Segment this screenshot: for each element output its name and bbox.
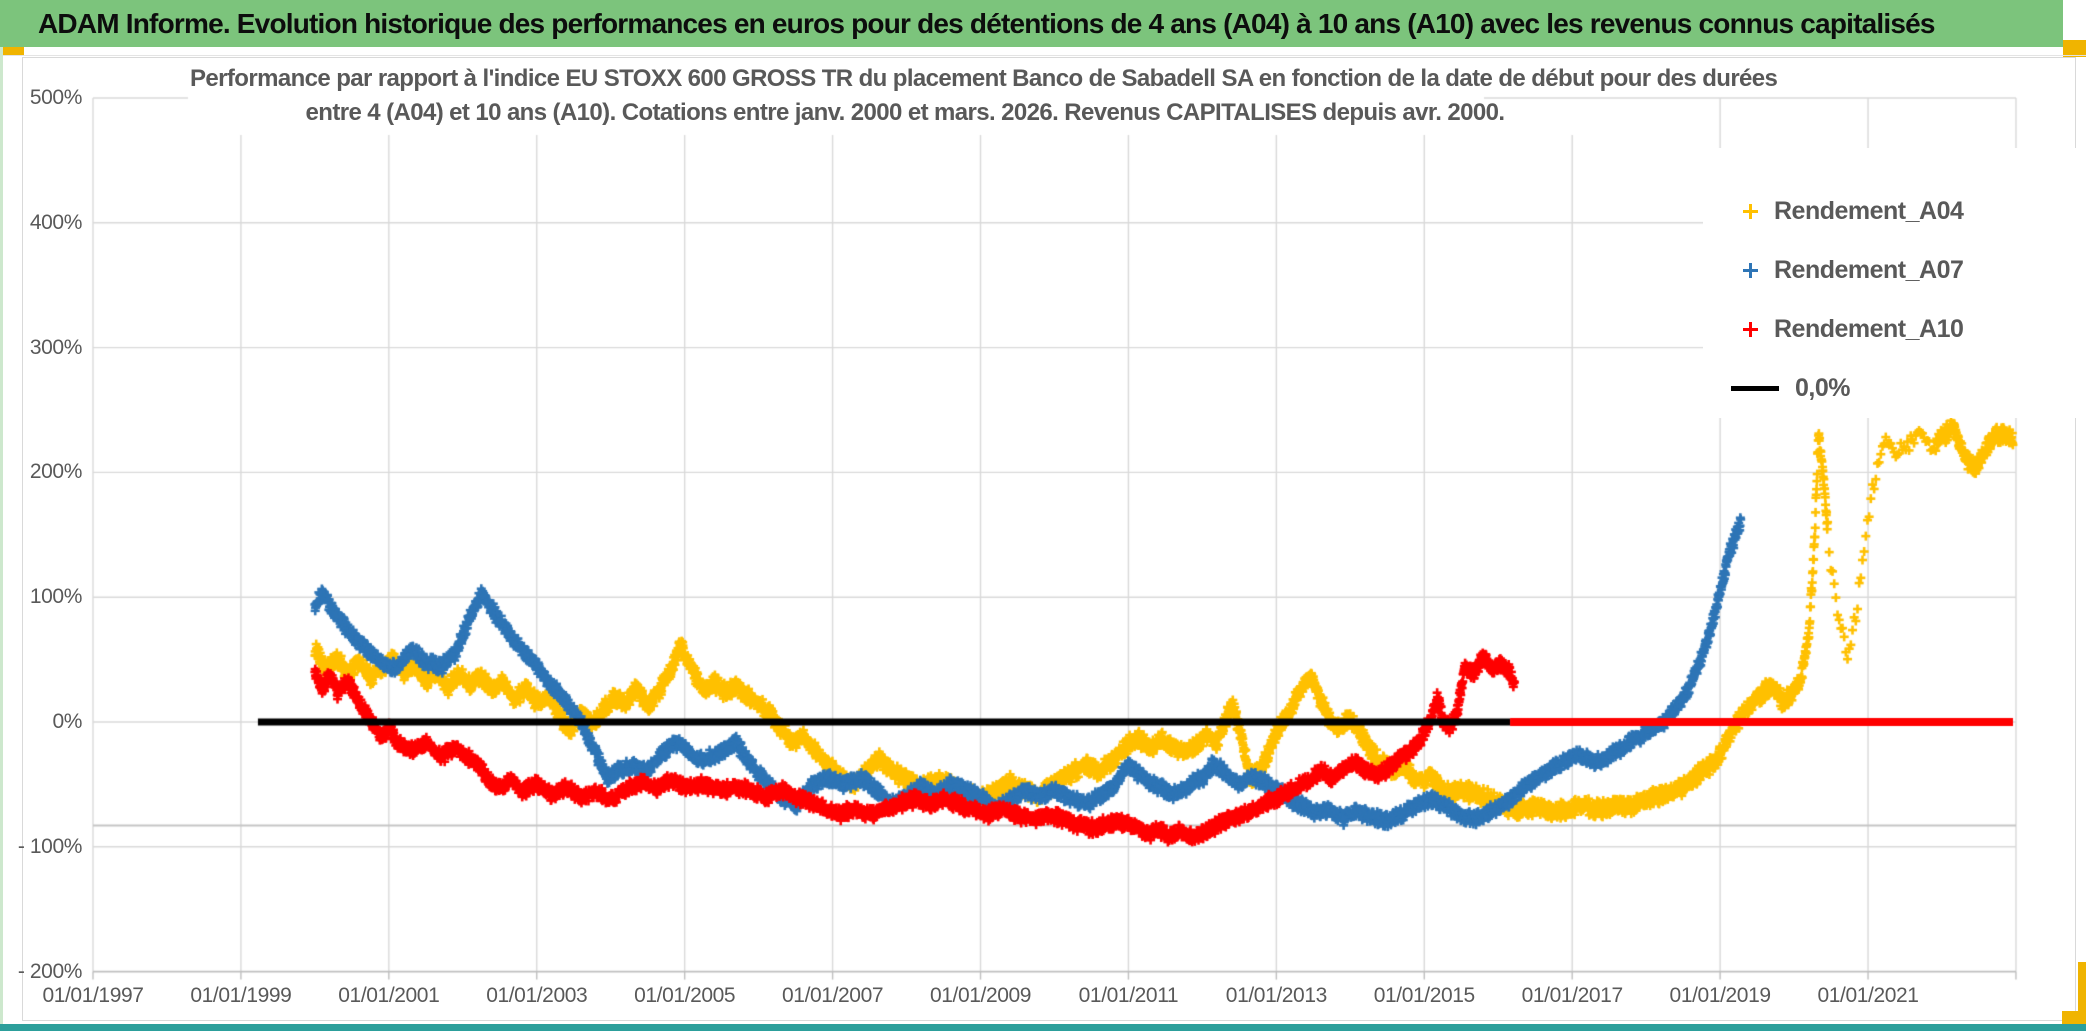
legend-item-label: 0,0% [1795, 373, 1850, 402]
left-accent-strip [0, 47, 3, 1024]
title-divider [0, 55, 2086, 56]
chart-title: Performance par rapport à l'indice EU ST… [190, 62, 1778, 130]
y-axis-tick-label: - 200% [17, 959, 83, 983]
x-axis-tick-label: 01/01/2013 [1225, 984, 1328, 1007]
x-axis-tick-label: 01/01/2009 [929, 984, 1032, 1007]
x-axis-tick-label: 01/01/1997 [42, 984, 144, 1007]
page-title: ADAM Informe. Evolution historique des p… [38, 7, 1935, 39]
legend-item-label: Rendement_A10 [1774, 314, 1964, 343]
plus-marker-icon [1743, 321, 1758, 337]
x-axis-tick-label: 01/01/2015 [1373, 984, 1476, 1007]
y-axis-tick-label: 500% [29, 86, 83, 109]
y-axis-tick-label: 400% [29, 210, 83, 234]
legend-item-rendement-a07: Rendement_A07 [1743, 254, 1964, 286]
gold-accent-corner [2062, 1011, 2086, 1024]
x-axis-tick-label: 01/01/2017 [1521, 984, 1624, 1007]
x-axis-tick-label: 01/01/2001 [338, 984, 440, 1007]
chart-frame [22, 57, 2076, 1021]
x-axis-tick-label: 01/01/2007 [782, 984, 884, 1007]
chart-legend: Rendement_A04 Rendement_A07 Rendement_A10 0… [1703, 148, 2076, 418]
y-axis-tick-label: 200% [29, 460, 83, 484]
x-axis-tick-label: 01/01/2019 [1669, 984, 1772, 1007]
x-axis-tick-label: 01/01/2005 [634, 984, 736, 1007]
chart-title-line-2: entre 4 (A04) et 10 ans (A10). Cotations… [305, 99, 1506, 126]
bottom-accent-bar [0, 1024, 2086, 1031]
legend-item-0-0-: 0,0% [1731, 372, 1850, 404]
y-axis-tick-label: 300% [29, 335, 83, 359]
legend-item-rendement-a10: Rendement_A10 [1743, 313, 1964, 345]
y-axis-tick-label: 0% [52, 710, 82, 733]
gold-accent-left [0, 47, 24, 56]
chart-title-line-1: Performance par rapport à l'indice EU ST… [190, 65, 1778, 92]
y-axis-tick-label: - 100% [17, 834, 83, 858]
plus-marker-icon [1743, 203, 1758, 219]
legend-item-label: Rendement_A04 [1774, 196, 1964, 225]
legend-item-rendement-a04: Rendement_A04 [1743, 195, 1964, 227]
x-axis-tick-label: 01/01/2011 [1078, 984, 1179, 1007]
x-axis-tick-label: 01/01/2003 [486, 984, 588, 1007]
legend-item-label: Rendement_A07 [1774, 255, 1964, 284]
title-bar: ADAM Informe. Evolution historique des p… [0, 0, 2063, 47]
plus-marker-icon [1743, 262, 1758, 278]
right-accent-strip [2078, 962, 2086, 1024]
x-axis-tick-label: 01/01/1999 [190, 984, 292, 1007]
y-axis-tick-label: 100% [29, 585, 83, 609]
gold-accent-right [2063, 40, 2086, 57]
x-axis-tick-label: 01/01/2021 [1817, 984, 1919, 1007]
line-marker-icon [1731, 385, 1779, 391]
